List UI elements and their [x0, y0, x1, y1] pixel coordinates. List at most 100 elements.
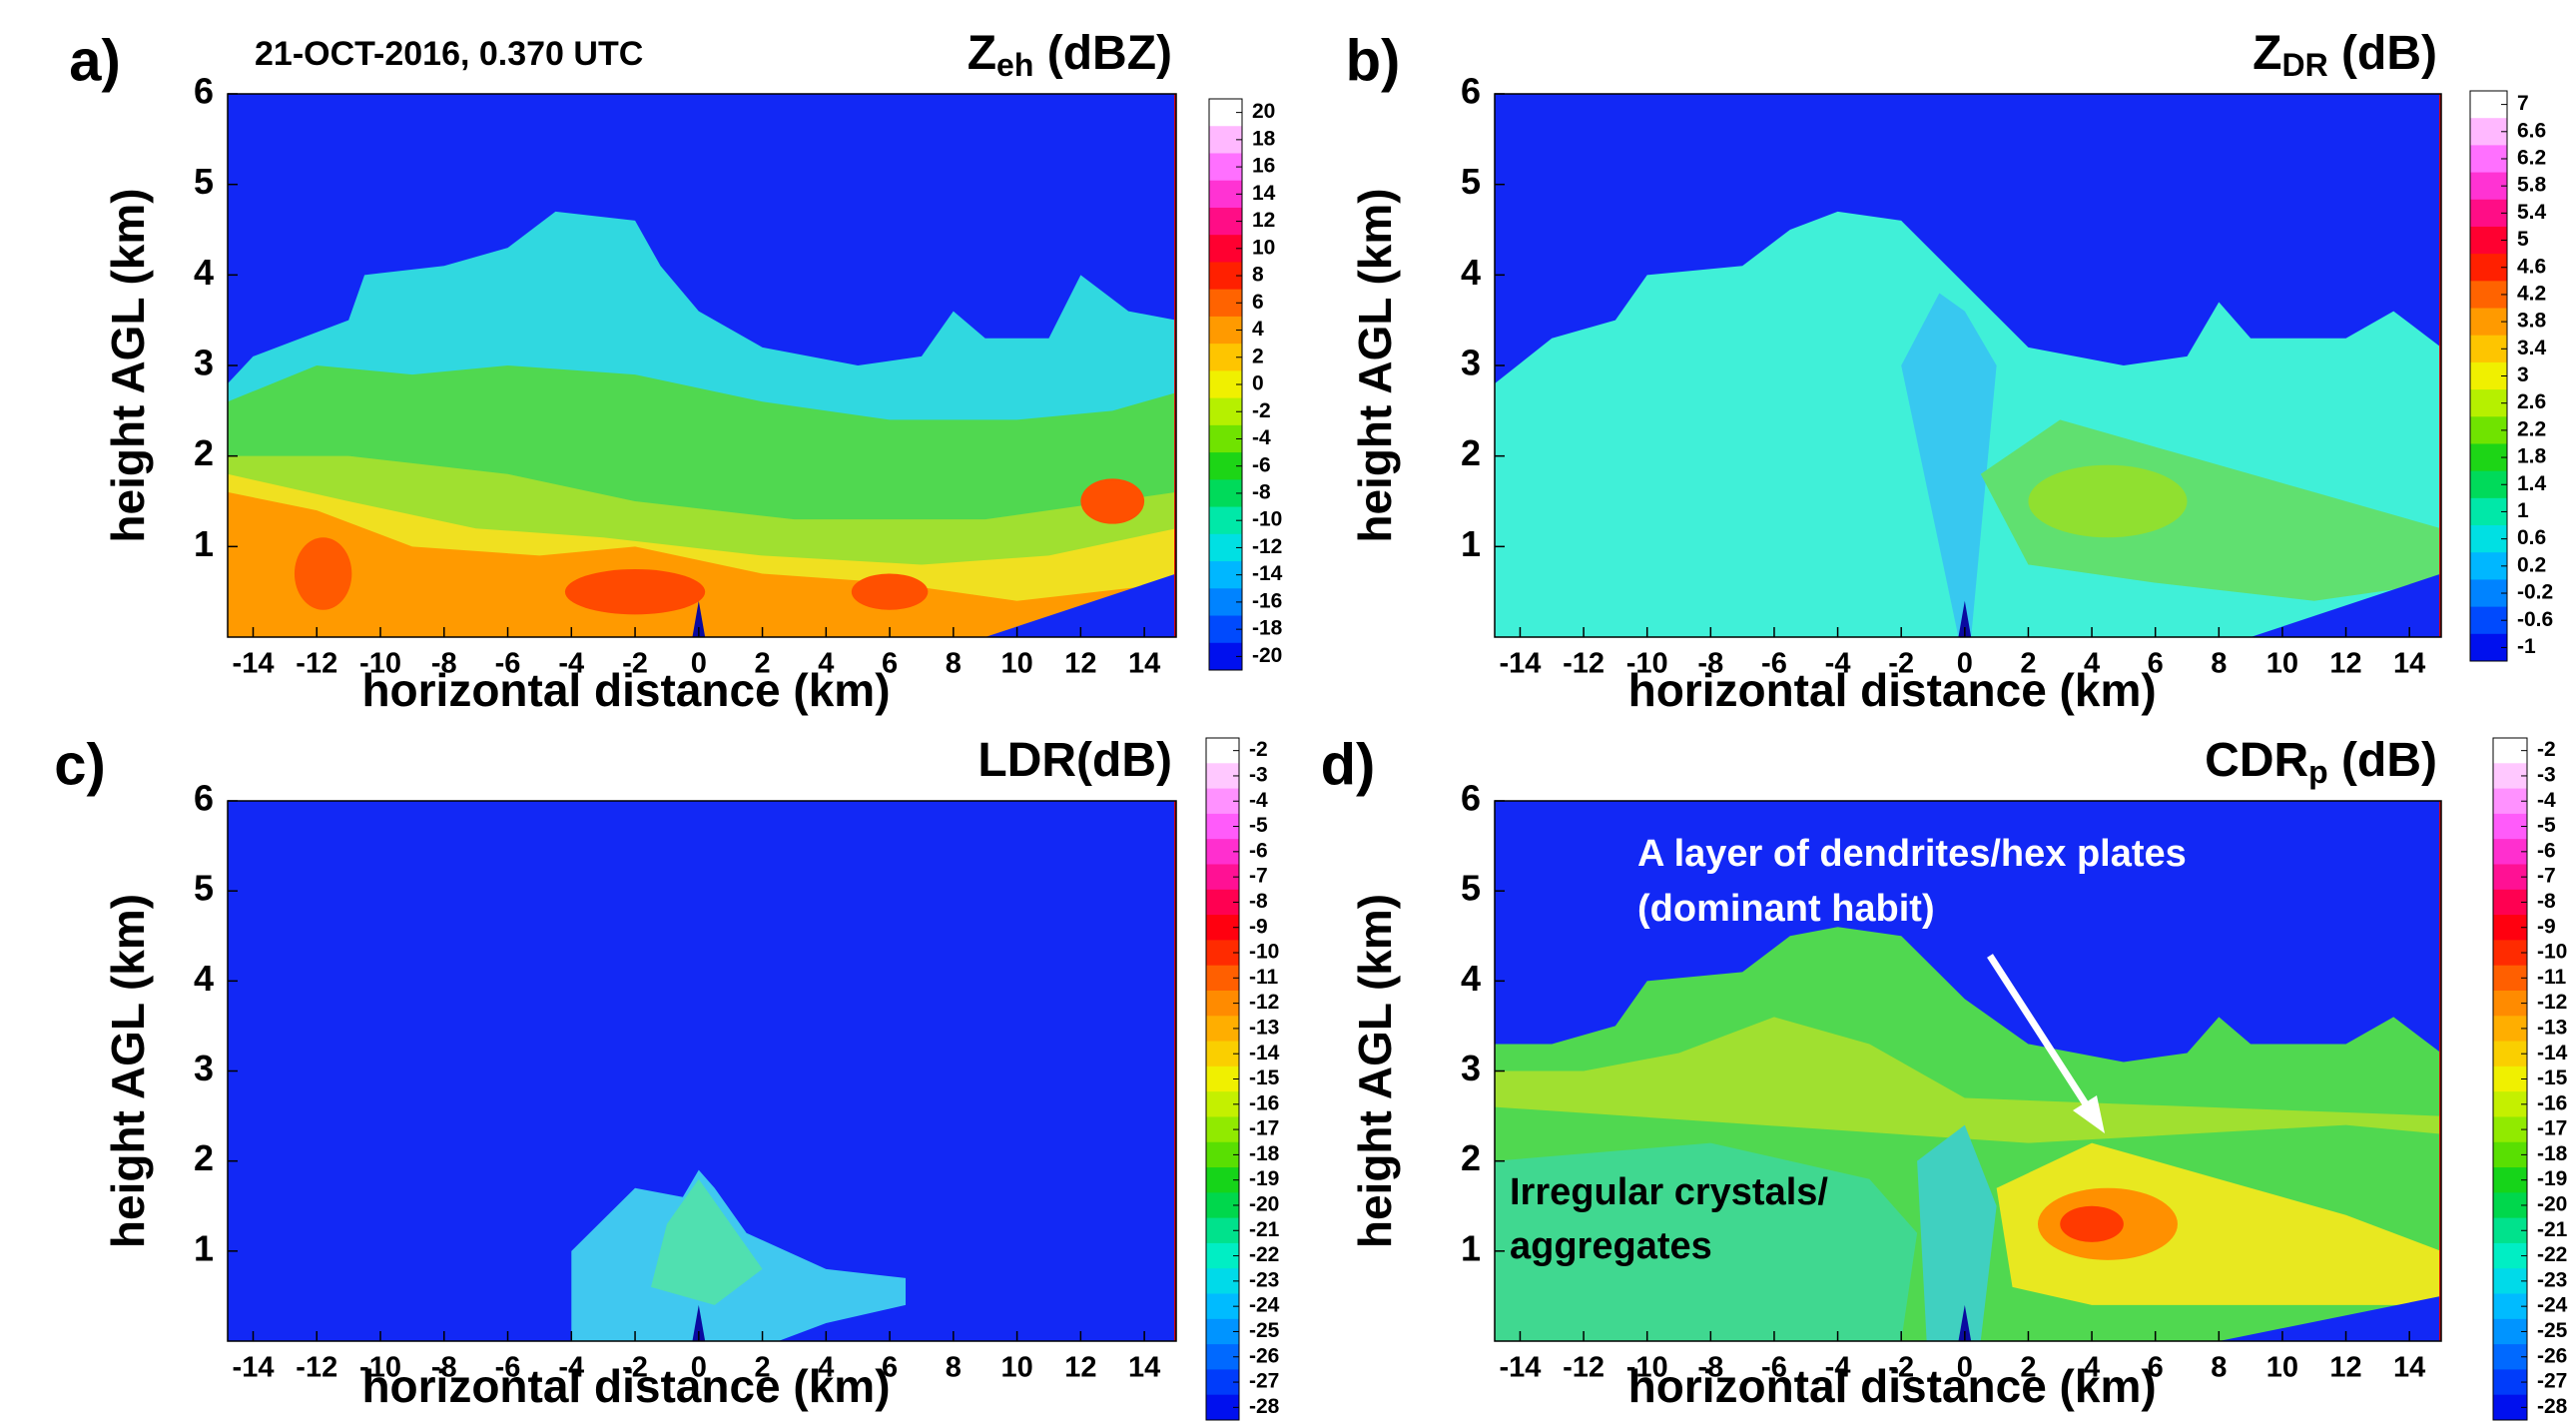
x-tick-label: 8	[2211, 648, 2227, 680]
colorbar-cell	[2470, 361, 2507, 390]
colorbar-cell	[2470, 281, 2507, 310]
x-tick-label: -10	[359, 1352, 401, 1384]
colorbar-label: -8	[1249, 890, 1268, 913]
x-tick-label: 6	[882, 648, 898, 680]
title-main: LDR(dB)	[977, 734, 1172, 787]
colorbar-label: -16	[1252, 589, 1282, 612]
x-tick-label: -14	[1499, 648, 1541, 680]
colorbar-label: -12	[1252, 535, 1282, 558]
field-d	[1495, 801, 2441, 1341]
field-c	[228, 801, 1176, 1341]
x-tick-label: 12	[1064, 648, 1096, 680]
colorbar-cell	[2470, 470, 2507, 499]
y-tick-label: 5	[194, 868, 214, 909]
colorbar-label: -1	[2517, 635, 2536, 658]
colorbar-label: -23	[1249, 1268, 1279, 1291]
x-tick-label: 10	[1000, 1352, 1032, 1384]
title-unit: (dBZ)	[1033, 27, 1172, 80]
panel-title: ZDR (dB)	[2253, 27, 2437, 84]
colorbar-label: -25	[2537, 1319, 2568, 1342]
y-tick-label: 3	[1461, 1048, 1481, 1088]
panel-label: b)	[1346, 28, 1401, 93]
colorbar-label: 6.2	[2517, 147, 2546, 170]
colorbar-label: 6	[1252, 291, 1264, 314]
colorbar-label: -24	[2537, 1294, 2568, 1317]
colorbar-cell	[2470, 335, 2507, 363]
x-tick-label: -6	[1761, 1352, 1787, 1384]
x-tick-label: -2	[622, 648, 648, 680]
colorbar-label: -19	[2537, 1167, 2567, 1190]
panel-title: CDRp (dB)	[2205, 734, 2437, 791]
colorbar-cell	[2470, 633, 2507, 662]
panel-label: a)	[69, 28, 121, 93]
colorbar-label: -10	[2537, 941, 2567, 964]
colorbar-cell	[2470, 199, 2507, 228]
x-tick-label: 10	[2266, 1352, 2298, 1384]
colorbar-label: -22	[1249, 1243, 1279, 1266]
x-tick-label: 12	[2329, 648, 2361, 680]
colorbar-label: 3.8	[2517, 310, 2547, 333]
colorbar-label: 0	[1252, 372, 1264, 395]
y-tick-label: 6	[1461, 71, 1481, 112]
x-tick-label: -14	[233, 1352, 275, 1384]
colorbar-label: -4	[2537, 789, 2556, 812]
colorbar-label: -26	[2537, 1344, 2567, 1367]
colorbar-label: -13	[1249, 1016, 1279, 1039]
y-tick-label: 1	[194, 523, 214, 564]
panel-label: d)	[1321, 732, 1376, 797]
y-tick-label: 4	[1461, 252, 1481, 293]
x-tick-label: 2	[2020, 648, 2036, 680]
title-unit: (dB)	[2328, 734, 2437, 787]
x-tick-label: 6	[2148, 1352, 2164, 1384]
colorbar-label: -22	[2537, 1243, 2567, 1266]
colorbar-label: -17	[2537, 1117, 2567, 1140]
colorbar-cell	[2470, 552, 2507, 580]
colorbar-label: -14	[1249, 1042, 1280, 1065]
colorbar-label: 2.2	[2517, 417, 2546, 440]
x-tick-label: 4	[2084, 1352, 2100, 1384]
y-tick-label: 3	[194, 343, 214, 383]
colorbar-frame	[1208, 98, 1243, 671]
title-sub: p	[2308, 754, 2328, 790]
colorbar-label: 20	[1252, 100, 1275, 123]
title-sub: DR	[2281, 47, 2327, 83]
colorbar-label: 2.6	[2517, 390, 2546, 413]
colorbar-cell	[2470, 606, 2507, 635]
colorbar-label: 0.6	[2517, 526, 2546, 549]
x-axis-label: horizontal distance (km)	[1628, 1360, 2157, 1412]
colorbar-label: 8	[1252, 264, 1264, 287]
colorbar-cell	[2470, 416, 2507, 444]
x-tick-label: 10	[2266, 648, 2298, 680]
y-tick-label: 5	[1461, 161, 1481, 202]
x-tick-label: 12	[2329, 1352, 2361, 1384]
colorbar-frame	[2469, 90, 2508, 662]
x-tick-label: -14	[1499, 1352, 1541, 1384]
y-tick-label: 6	[1461, 778, 1481, 819]
colorbar-label: -12	[1249, 991, 1279, 1014]
colorbar-label: 2	[1252, 345, 1264, 367]
colorbar-label: 12	[1252, 209, 1275, 232]
x-axis-label: horizontal distance (km)	[1628, 664, 2157, 716]
y-axis-label: height AGL (km)	[1349, 894, 1401, 1248]
colorbar-label: -28	[1249, 1395, 1280, 1418]
annotation: A layer of dendrites/hex plates	[1637, 833, 2187, 875]
colorbar-label: 10	[1252, 236, 1275, 259]
colorbar-label: -16	[1249, 1091, 1279, 1114]
x-tick-label: 8	[946, 1352, 962, 1384]
y-tick-label: 1	[194, 1227, 214, 1268]
x-tick-label: 6	[882, 1352, 898, 1384]
x-tick-label: -4	[558, 1352, 584, 1384]
x-tick-label: 14	[2393, 1352, 2425, 1384]
y-tick-label: 5	[1461, 868, 1481, 909]
x-tick-label: 0	[1957, 648, 1973, 680]
x-tick-label: -14	[233, 648, 275, 680]
colorbar-label: -20	[2537, 1193, 2567, 1216]
y-tick-label: 2	[1461, 432, 1481, 473]
x-tick-label: -2	[1888, 648, 1914, 680]
colorbar-label: -14	[2537, 1042, 2568, 1065]
y-tick-label: 4	[194, 958, 214, 999]
x-tick-label: 4	[818, 648, 834, 680]
annotation: aggregates	[1510, 1225, 1712, 1267]
x-tick-label: 2	[755, 648, 771, 680]
annotation: Irregular crystals/	[1510, 1171, 1828, 1213]
